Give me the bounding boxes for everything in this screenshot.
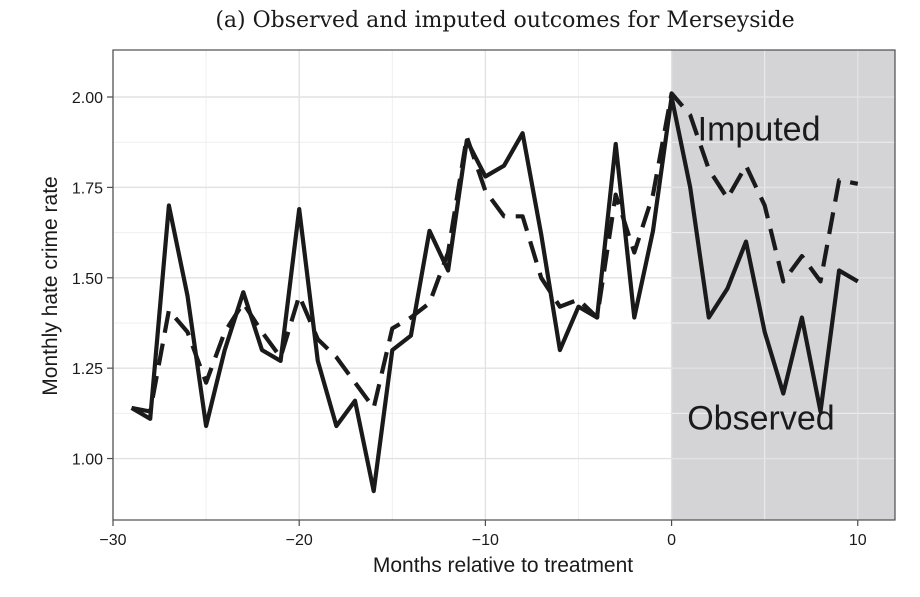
x-axis-label: Months relative to treatment [373,554,633,577]
plot-area: −30 −20 −10 0 10 1.00 1.25 1.50 1.75 2.00 Imputed O… [72,49,896,549]
annotation-imputed: Imputed [698,110,821,148]
y-tick-label: 2.00 [72,90,103,107]
y-tick-label: 1.75 [72,180,103,197]
annotation-observed: Observed [687,400,834,438]
y-axis-label: Monthly hate crime rate [39,176,62,395]
x-tick-label: −20 [286,532,313,549]
x-tick-label: 10 [849,532,867,549]
plot-border [112,49,896,521]
x-tick-label: 0 [667,532,676,549]
chart-title: (a) Observed and imputed outcomes for Me… [215,8,794,33]
x-tick-label: −10 [472,532,499,549]
y-tick-label: 1.50 [72,271,103,288]
y-tick-label: 1.25 [72,361,103,378]
series-line-imputed [131,91,859,414]
x-tick-label: −30 [99,532,126,549]
y-tick-label: 1.00 [72,452,103,469]
